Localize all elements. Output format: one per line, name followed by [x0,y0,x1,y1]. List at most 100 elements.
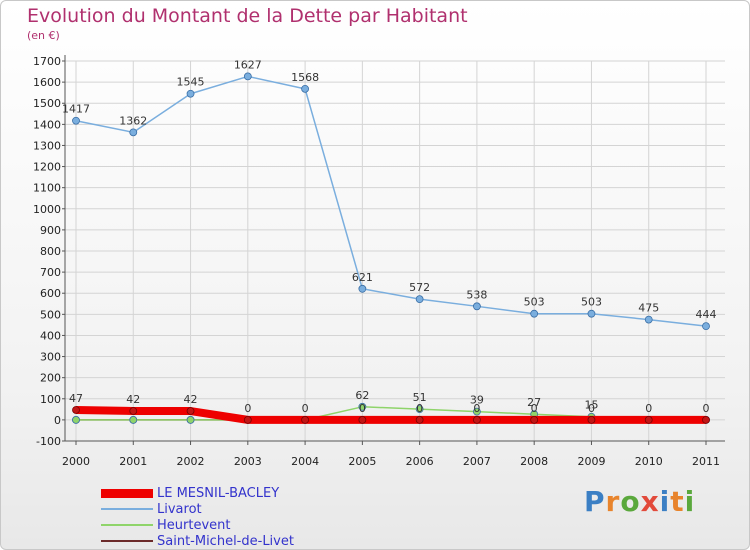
data-label-heurtevent: 39 [470,394,484,407]
data-label-le-mesnil-bacley: 0 [531,402,538,415]
data-label-le-mesnil-bacley: 0 [588,402,595,415]
y-tick-label: 700 [40,266,61,279]
x-tick-label: 2008 [520,455,548,468]
data-label-heurtevent: 51 [413,391,427,404]
data-label-livarot: 1545 [177,76,205,89]
data-point-heurtevent [358,402,367,411]
data-point-le-mesnil-bacley [530,415,539,424]
data-label-le-mesnil-bacley: 0 [703,402,710,415]
data-point-livarot [243,72,252,81]
x-tick-label: 2004 [291,455,319,468]
data-label-livarot: 503 [581,296,602,309]
data-label-livarot: 503 [524,296,545,309]
data-point-le-mesnil-bacley [702,415,710,424]
chart-legend: LE MESNIL-BACLEY Livarot Heurtevent Saint-M… [101,485,294,549]
data-label-livarot: 475 [638,302,659,315]
data-point-livarot [587,309,596,318]
data-label-le-mesnil-bacley: 42 [184,393,198,406]
data-label-heurtevent: 62 [355,389,369,402]
legend-item: LE MESNIL-BACLEY [101,485,294,501]
data-label-heurtevent: 27 [527,396,541,409]
data-point-le-mesnil-bacley [186,407,195,415]
y-tick-label: 1400 [33,118,61,131]
data-point-livarot [301,84,309,93]
legend-label: Saint-Michel-de-Livet [157,533,294,549]
data-point-livarot [72,116,80,125]
proxiti-logo: Proxiti [584,485,695,518]
data-point-le-mesnil-bacley [644,415,653,424]
data-point-le-mesnil-bacley [358,415,367,424]
data-label-livarot: 1568 [291,71,319,84]
data-point-heurtevent [473,407,481,416]
data-point-heurtevent [415,405,424,414]
legend-swatch [101,540,153,542]
logo-letter: r [605,485,621,518]
legend-item: Saint-Michel-de-Livet [101,533,294,549]
x-tick-label: 2011 [692,455,720,468]
data-label-le-mesnil-bacley: 42 [126,393,140,406]
data-label-le-mesnil-bacley: 0 [416,402,423,415]
x-tick-label: 2006 [406,455,434,468]
data-label-le-mesnil-bacley: 0 [359,402,366,415]
y-tick-label: 500 [40,308,61,321]
legend-item: Livarot [101,501,294,517]
legend-item: Heurtevent [101,517,294,533]
y-tick-label: 900 [40,224,61,237]
y-tick-label: 800 [40,245,61,258]
x-tick-label: 2003 [234,455,262,468]
logo-letter: x [640,485,660,518]
legend-swatch [101,488,153,498]
series-line-livarot [75,75,707,327]
data-point-le-mesnil-bacley [473,415,481,424]
data-point-livarot [530,309,539,318]
y-tick-label: 100 [40,393,61,406]
data-point-livarot [186,89,195,98]
chart-grid [65,60,725,442]
x-tick-label: 2000 [62,455,90,468]
y-tick-label: 1000 [33,203,61,216]
series-line-le-mesnil-bacley [75,405,706,424]
data-label-le-mesnil-bacley: 0 [302,402,309,415]
chart-data-labels: 62 51 39 27 15 47 42 42 0 0 0 0 0 0 0 0 0 1417 1362 1545 162… [62,58,717,414]
data-label-livarot: 1362 [119,114,147,127]
data-point-le-mesnil-bacley [415,415,424,424]
chart-title: Evolution du Montant de la Dette par Hab… [27,5,468,27]
data-point-livarot [473,302,481,311]
y-tick-label: 1100 [33,182,61,195]
legend-label: Livarot [157,501,202,517]
data-point-le-mesnil-bacley [243,415,252,424]
data-point-le-mesnil-bacley [587,415,596,424]
y-tick-label: 600 [40,287,61,300]
chart-series [72,72,710,424]
y-tick-label: 300 [40,351,61,364]
legend-label: LE MESNIL-BACLEY [157,485,280,501]
data-point-heurtevent [72,415,80,424]
data-label-le-mesnil-bacley: 0 [473,402,480,415]
data-point-livarot [415,295,424,304]
y-tick-label: 200 [40,372,61,385]
chart-axes: -100010020030040050060070080090010001100… [33,55,725,468]
y-tick-label: 400 [40,329,61,342]
data-label-le-mesnil-bacley: 0 [244,402,251,415]
x-tick-label: 2001 [119,455,147,468]
data-point-le-mesnil-bacley [301,415,309,424]
x-tick-label: 2010 [635,455,663,468]
data-label-livarot: 444 [696,308,717,321]
y-tick-label: 0 [54,414,61,427]
data-point-livarot [702,322,710,331]
legend-swatch [101,508,153,510]
legend-label: Heurtevent [157,517,231,533]
data-label-livarot: 1417 [62,103,90,116]
y-tick-label: 1500 [33,97,61,110]
logo-letter: i [684,485,696,518]
x-tick-label: 2002 [177,455,205,468]
y-tick-label: -100 [36,435,61,448]
data-label-le-mesnil-bacley: 47 [69,392,83,405]
y-tick-label: 1700 [33,55,61,68]
legend-swatch [101,524,153,526]
data-label-livarot: 538 [466,288,487,301]
chart-subtitle: (en €) [27,29,60,42]
data-point-le-mesnil-bacley [72,406,80,414]
